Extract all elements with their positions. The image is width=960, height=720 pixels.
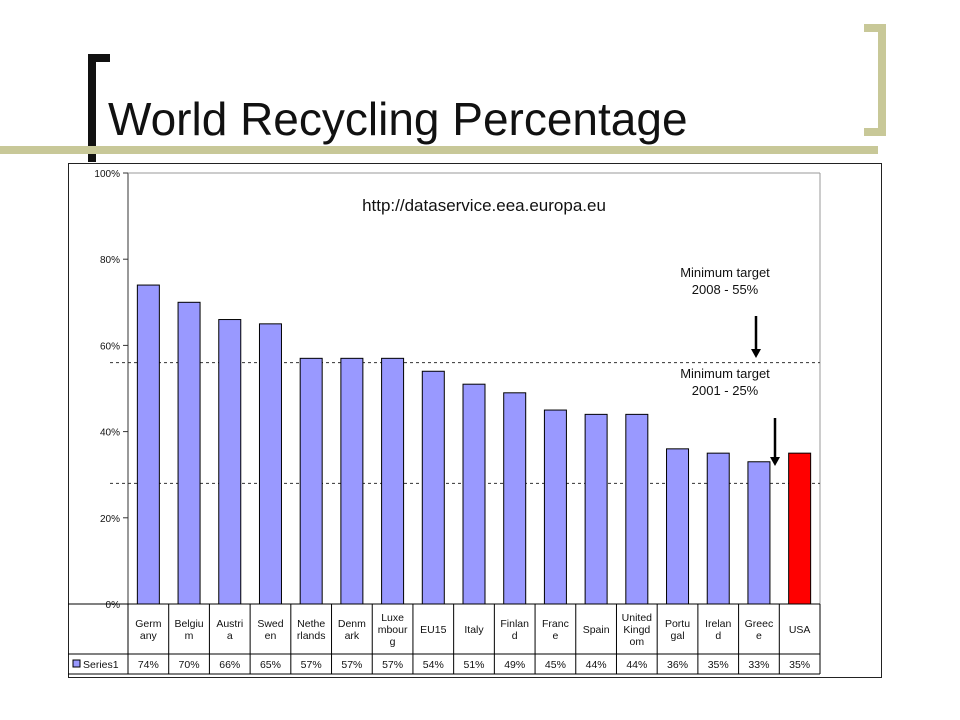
title-underline-rule [0,146,878,154]
y-tick-label: 40% [100,428,120,439]
right-bracket-top-serif [864,24,886,32]
category-label: d [715,630,721,642]
bar [340,357,364,605]
category-label: om [630,636,645,648]
data-value-label: 70% [179,659,200,671]
bar [666,448,690,605]
category-label: Denm [338,618,366,630]
category-label: a [227,630,233,642]
data-value-label: 44% [626,659,647,671]
category-label: Nethe [297,618,325,630]
data-value-label: 51% [463,659,484,671]
category-label: e [552,630,558,642]
data-value-label: 57% [301,659,322,671]
category-label: Luxe [381,612,404,624]
category-label: Franc [542,618,569,630]
data-value-label: 54% [423,659,444,671]
category-label: Italy [464,624,484,636]
right-bracket-bottom-serif [864,128,886,136]
annotation-text: 2008 - 55% [692,282,759,297]
data-value-label: 74% [138,659,159,671]
category-label: g [390,636,396,648]
left-bracket-decoration [88,54,96,162]
category-label: gal [671,630,685,642]
bar [747,461,771,605]
bar [177,301,201,605]
category-label: mbour [378,624,408,636]
left-bracket-top-serif [88,54,110,62]
slide-title: World Recycling Percentage [108,93,688,145]
data-value-label: 35% [708,659,729,671]
category-label: d [512,630,518,642]
category-label: Spain [583,624,610,636]
annotations-group: Minimum target 2008 - 55% Minimum target 20… [680,265,780,466]
category-label: en [265,630,277,642]
data-value-label: 57% [382,659,403,671]
y-tick-label: 80% [100,255,120,266]
data-value-label: 66% [219,659,240,671]
category-label: Swed [257,618,283,630]
category-label: Greec [745,618,774,630]
data-value-label: 57% [341,659,362,671]
category-label: Finlan [500,618,529,630]
bar [299,357,323,605]
annotation-arrow-head [770,457,780,466]
data-value-label: 45% [545,659,566,671]
category-label: Belgiu [174,618,203,630]
annotation-text: Minimum target [680,366,770,381]
category-label: Austri [216,618,243,630]
bar [381,357,405,605]
data-value-label: 49% [504,659,525,671]
bar [421,370,445,605]
annotation-text: 2001 - 25% [692,383,759,398]
category-label: Germ [135,618,162,630]
bar [584,413,608,605]
category-label: e [756,630,762,642]
series-name-label: Series1 [83,659,119,671]
data-value-label: 36% [667,659,688,671]
data-value-label: 65% [260,659,281,671]
annotation-text: Minimum target [680,265,770,280]
bar [136,284,160,605]
y-tick-label: 60% [100,341,120,352]
data-value-label: 44% [586,659,607,671]
bar [503,392,527,605]
data-value-label: 35% [789,659,810,671]
category-label: any [140,630,158,642]
legend-swatch [72,659,81,668]
bar [258,323,282,605]
bar [706,452,730,605]
annotation-arrow-head [751,349,761,358]
bar [543,409,567,605]
y-tick-label: 0% [106,600,121,611]
bars-group [136,284,812,605]
bar [218,319,242,605]
right-bracket-decoration [878,24,886,136]
category-label: rlands [297,630,326,642]
data-value-label: 33% [748,659,769,671]
category-label: Irelan [705,618,731,630]
category-label: ark [345,630,360,642]
category-label: Portu [665,618,690,630]
y-tick-label: 100% [94,169,120,180]
source-url-label: http://dataservice.eea.europa.eu [362,196,606,215]
y-tick-label: 20% [100,514,120,525]
category-label: m [185,630,194,642]
bar [625,413,649,605]
category-label: Kingd [623,624,650,636]
category-label: United [622,612,653,624]
bar [462,383,486,605]
category-label: USA [789,624,811,636]
category-label: EU15 [420,624,446,636]
bar [788,452,812,605]
